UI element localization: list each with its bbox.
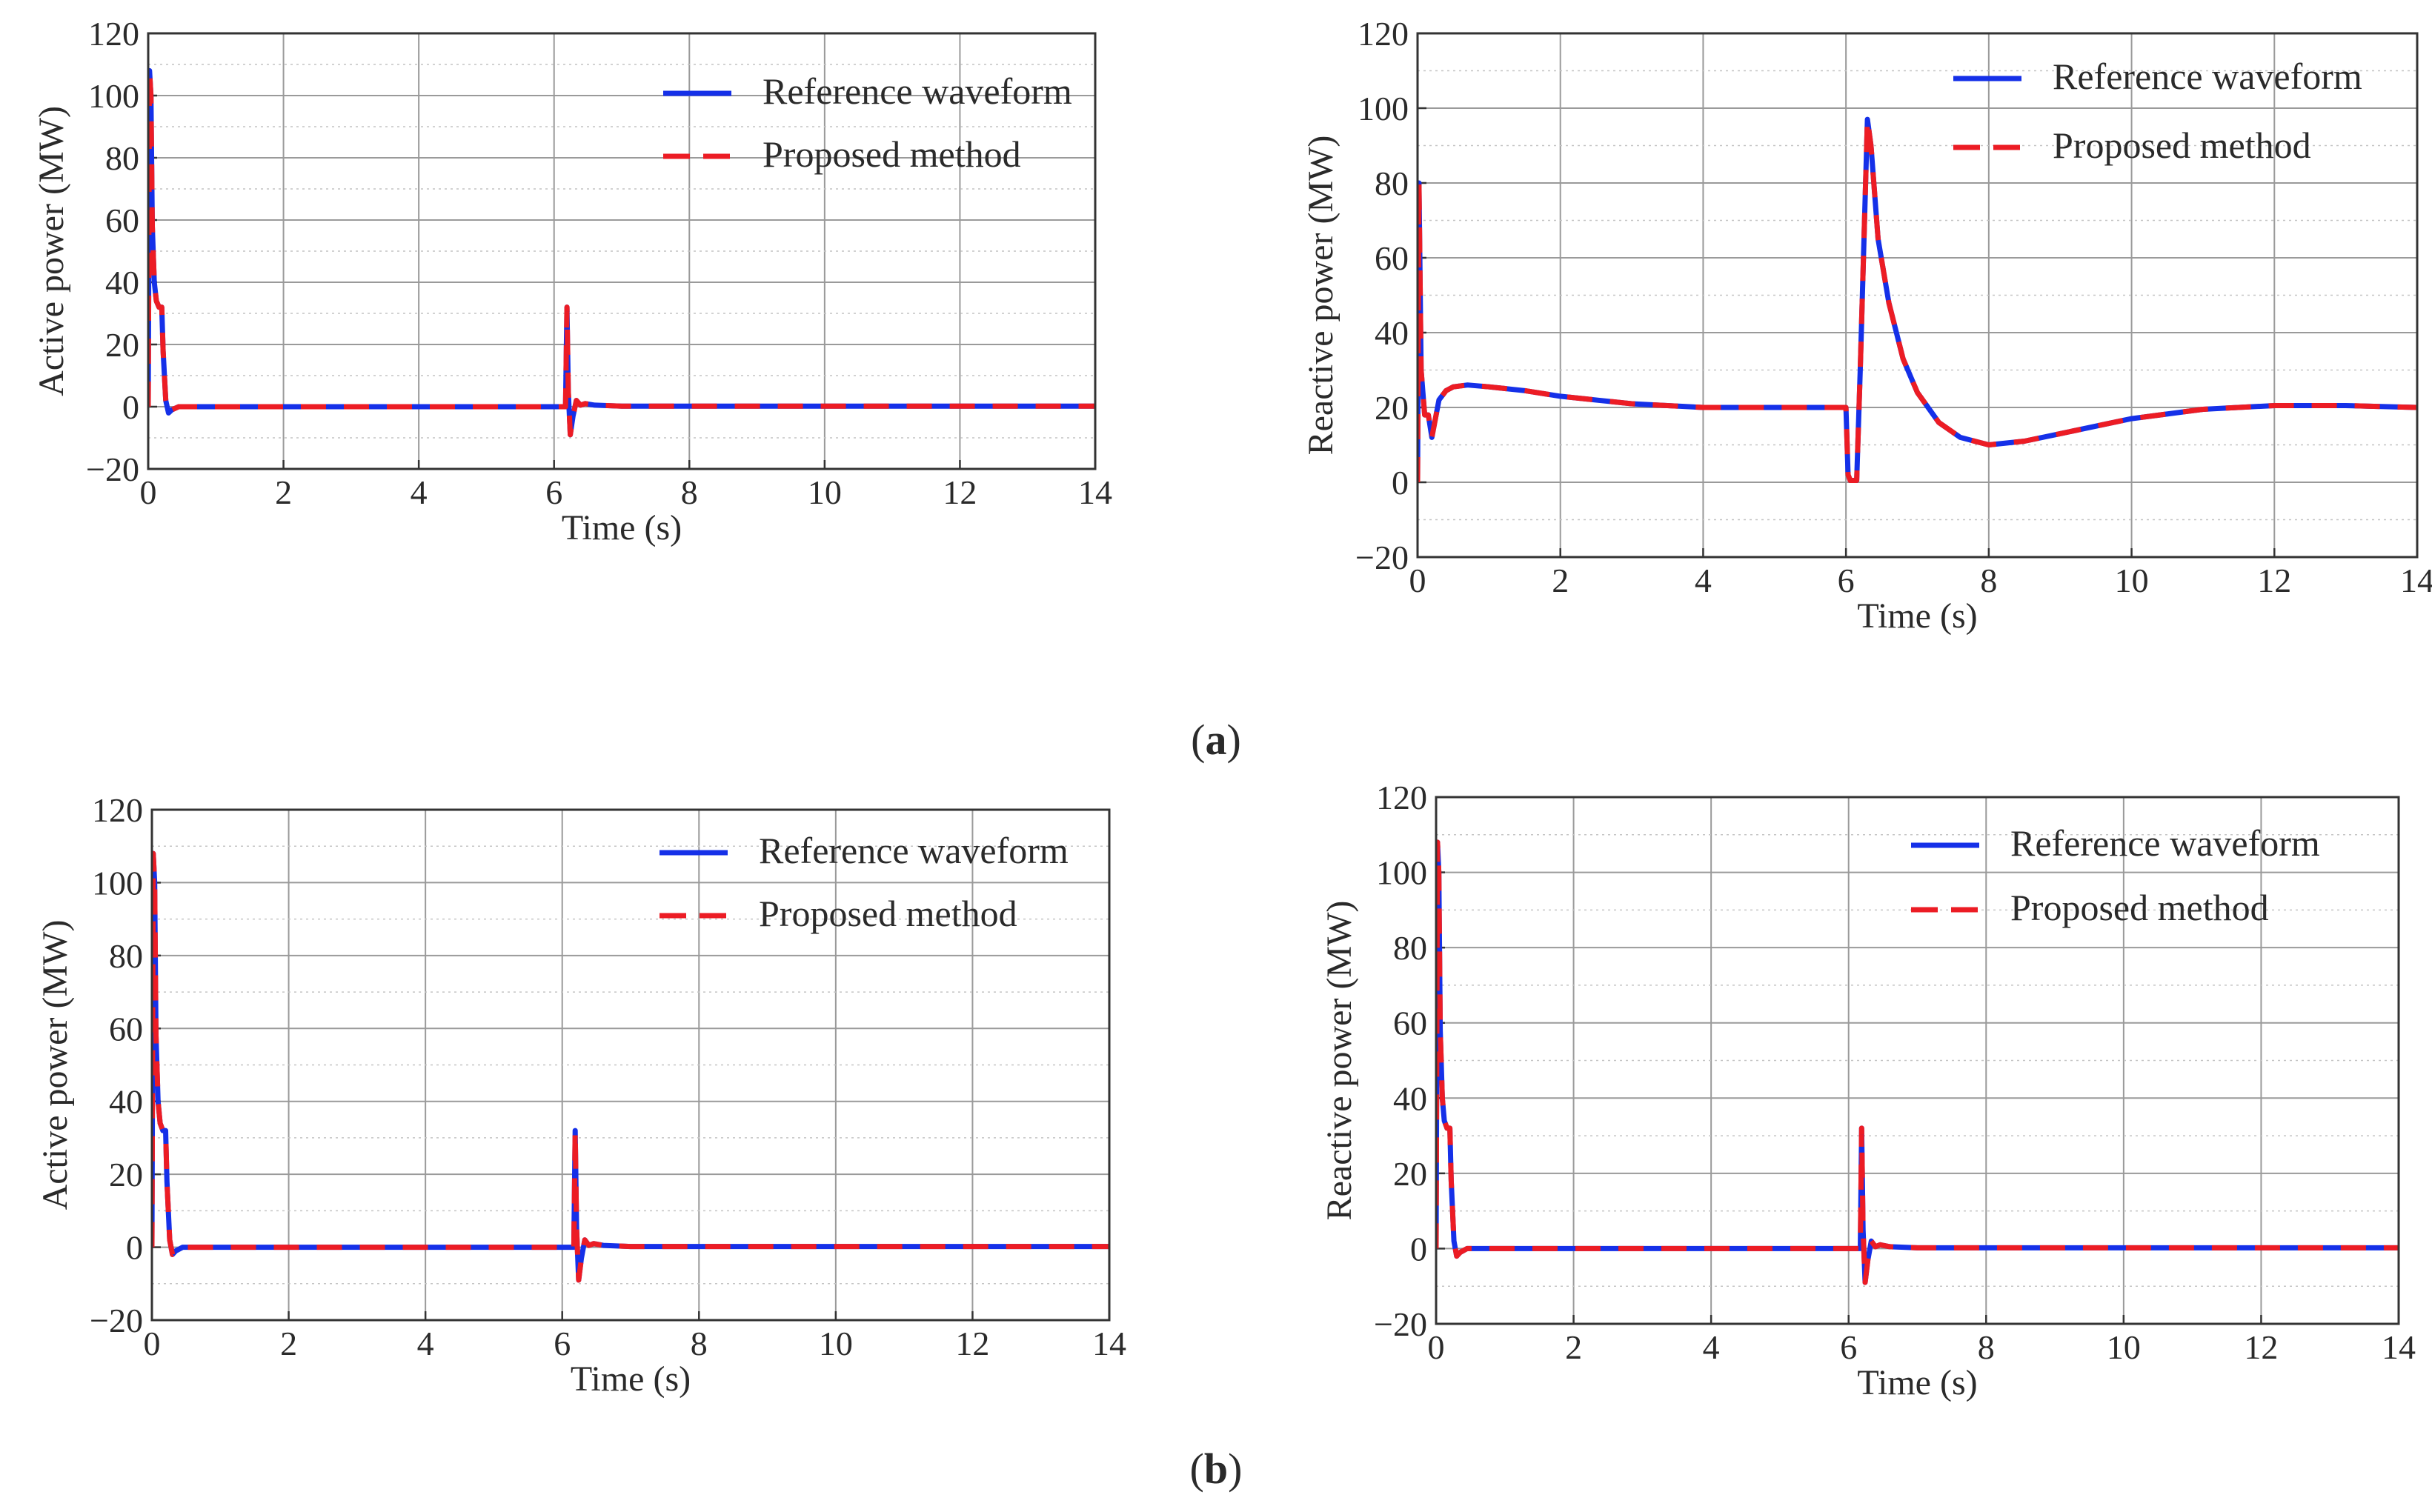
x-tick-label: 2	[1552, 562, 1569, 599]
series-proposed-method-line	[1436, 839, 2399, 1285]
y-tick-label: 0	[1410, 1230, 1427, 1268]
y-axis-label: Reactive power (MW)	[1301, 136, 1340, 456]
series-proposed-method-line	[148, 67, 1095, 438]
series-proposed-method-line	[152, 850, 1109, 1283]
y-tick-label: 100	[88, 77, 139, 115]
x-tick-label: 2	[1565, 1328, 1582, 1366]
y-tick-label: 100	[1358, 90, 1409, 127]
y-tick-label: 60	[109, 1010, 143, 1048]
plot-frame	[147, 32, 1097, 470]
x-tick-label: 10	[2107, 1328, 2141, 1366]
y-tick-label: 120	[1376, 779, 1427, 816]
x-tick-label: 10	[819, 1325, 853, 1362]
x-tick-label: 10	[808, 473, 842, 511]
y-axis-label: Active power (MW)	[36, 920, 75, 1210]
x-tick-label: 14	[1078, 473, 1112, 511]
x-tick-label: 12	[943, 473, 977, 511]
x-axis-label: Time (s)	[1857, 596, 1977, 636]
y-tick-label: 40	[109, 1083, 143, 1121]
y-tick-label: 80	[105, 139, 139, 177]
series-proposed-method-line	[1418, 116, 2417, 483]
caption-b: (b)	[1190, 1445, 1243, 1493]
x-tick-label: 12	[2244, 1328, 2278, 1366]
legend-proposed-method-label: Proposed method	[2053, 124, 2311, 166]
x-tick-label: 6	[545, 473, 562, 511]
x-axis-label: Time (s)	[562, 508, 682, 547]
series-reference-waveform-line	[148, 67, 1095, 438]
x-tick-label: 12	[2257, 562, 2291, 599]
x-tick-label: 0	[144, 1325, 161, 1362]
x-tick-label: 2	[280, 1325, 297, 1362]
x-axis-label: Time (s)	[1857, 1363, 1977, 1402]
y-tick-label: 40	[1375, 314, 1409, 352]
y-tick-label: 80	[1393, 929, 1427, 967]
y-tick-label: 40	[105, 264, 139, 302]
y-tick-label: 20	[109, 1156, 143, 1193]
y-tick-label: 0	[1392, 464, 1409, 502]
y-tick-label: −20	[1374, 1305, 1427, 1343]
x-tick-label: 0	[1409, 562, 1426, 599]
y-axis-label: Active power (MW)	[32, 106, 71, 396]
x-tick-label: 14	[2382, 1328, 2416, 1366]
y-tick-label: 20	[1393, 1155, 1427, 1193]
plot-frame	[1416, 32, 2419, 559]
x-tick-label: 4	[417, 1325, 434, 1362]
legend-proposed-method-label: Proposed method	[759, 893, 1017, 934]
x-tick-label: 6	[1838, 562, 1855, 599]
y-tick-label: 0	[126, 1229, 143, 1267]
y-tick-label: −20	[90, 1302, 143, 1339]
y-tick-label: 100	[1376, 854, 1427, 892]
y-tick-label: 60	[1393, 1005, 1427, 1042]
x-tick-label: 0	[1428, 1328, 1445, 1366]
x-tick-label: 10	[2115, 562, 2149, 599]
x-tick-label: 12	[955, 1325, 989, 1362]
legend-proposed-method-label: Proposed method	[2010, 887, 2269, 928]
plot-frame	[150, 808, 1111, 1322]
y-tick-label: 60	[105, 202, 139, 239]
legend-reference-waveform-label: Reference waveform	[759, 830, 1069, 871]
y-axis-label: Reactive power (MW)	[1320, 901, 1359, 1221]
x-tick-label: 14	[2400, 562, 2432, 599]
legend-proposed-method-label: Proposed method	[763, 133, 1021, 175]
caption-a: (a)	[1191, 716, 1241, 764]
y-tick-label: 0	[122, 388, 139, 426]
x-tick-label: 8	[1978, 1328, 1995, 1366]
x-tick-label: 4	[1703, 1328, 1720, 1366]
x-tick-label: 14	[1092, 1325, 1126, 1362]
x-tick-label: 8	[1980, 562, 1997, 599]
y-tick-label: 20	[105, 326, 139, 364]
y-tick-label: 100	[92, 864, 143, 902]
y-tick-label: −20	[86, 450, 139, 488]
x-tick-label: 2	[275, 473, 292, 511]
y-tick-label: 60	[1375, 239, 1409, 277]
series-reference-waveform-line	[1418, 116, 2417, 483]
x-axis-label: Time (s)	[571, 1359, 691, 1399]
y-tick-label: 120	[1358, 15, 1409, 53]
y-tick-label: −20	[1355, 539, 1409, 576]
x-tick-label: 6	[1840, 1328, 1857, 1366]
x-tick-label: 4	[411, 473, 428, 511]
y-tick-label: 120	[92, 791, 143, 829]
legend-reference-waveform-label: Reference waveform	[2053, 56, 2362, 97]
x-tick-label: 8	[681, 473, 698, 511]
y-tick-label: 80	[109, 937, 143, 975]
x-tick-label: 8	[691, 1325, 708, 1362]
x-tick-label: 0	[140, 473, 157, 511]
legend-reference-waveform-label: Reference waveform	[763, 70, 1072, 112]
y-tick-label: 20	[1375, 389, 1409, 427]
x-tick-label: 4	[1695, 562, 1712, 599]
y-tick-label: 120	[88, 15, 139, 53]
y-tick-label: 40	[1393, 1079, 1427, 1117]
x-tick-label: 6	[554, 1325, 571, 1362]
plot-frame	[1435, 796, 2400, 1325]
y-tick-label: 80	[1375, 164, 1409, 202]
legend-reference-waveform-label: Reference waveform	[2010, 822, 2320, 864]
